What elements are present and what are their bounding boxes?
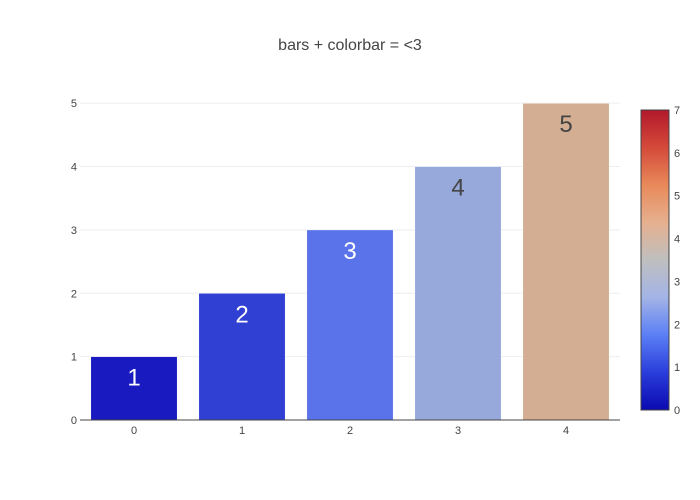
bar-1[interactable]	[198, 293, 286, 421]
bar-data-label: 4	[451, 175, 464, 202]
y-tick-label: 0	[71, 415, 77, 427]
x-tick-label: 3	[455, 425, 461, 437]
colorbar-tick-label: 1	[674, 362, 680, 374]
y-tick-label: 5	[71, 98, 77, 110]
colorbar-gradient[interactable]	[640, 109, 670, 411]
y-tick-label: 1	[71, 352, 77, 364]
bar-3[interactable]	[414, 166, 502, 421]
bar-data-labels: 1 2 3 4 5	[127, 111, 572, 391]
x-tick-label: 4	[563, 425, 569, 437]
colorbar-tick-label: 4	[674, 234, 680, 246]
y-tick-label: 4	[71, 162, 77, 174]
bar-4[interactable]	[522, 102, 610, 421]
bars	[90, 102, 610, 421]
x-tick-label: 0	[131, 425, 137, 437]
colorbar-tick-label: 3	[674, 276, 680, 288]
bar-2[interactable]	[306, 229, 394, 421]
y-tick-label: 2	[71, 288, 77, 300]
bar-0[interactable]	[90, 356, 178, 421]
colorbar-tick-label: 0	[674, 405, 680, 417]
axes: 0 1 2 3 4 5 0 1 2 3 4	[71, 98, 620, 437]
colorbar-tick-label: 5	[674, 191, 680, 203]
y-tick-label: 3	[71, 225, 77, 237]
colorbar: 0 1 2 3 4 5 6 7	[640, 105, 680, 417]
bar-data-label: 3	[343, 238, 356, 265]
colorbar-tick-label: 6	[674, 148, 680, 160]
x-tick-label: 2	[347, 425, 353, 437]
bar-data-label: 5	[559, 111, 572, 138]
bar-data-label: 1	[127, 365, 140, 392]
chart-title: bars + colorbar = <3	[278, 37, 422, 54]
colorbar-tick-label: 7	[674, 105, 680, 117]
colorbar-tick-label: 2	[674, 319, 680, 331]
bar-data-label: 2	[235, 301, 248, 328]
x-tick-label: 1	[239, 425, 245, 437]
